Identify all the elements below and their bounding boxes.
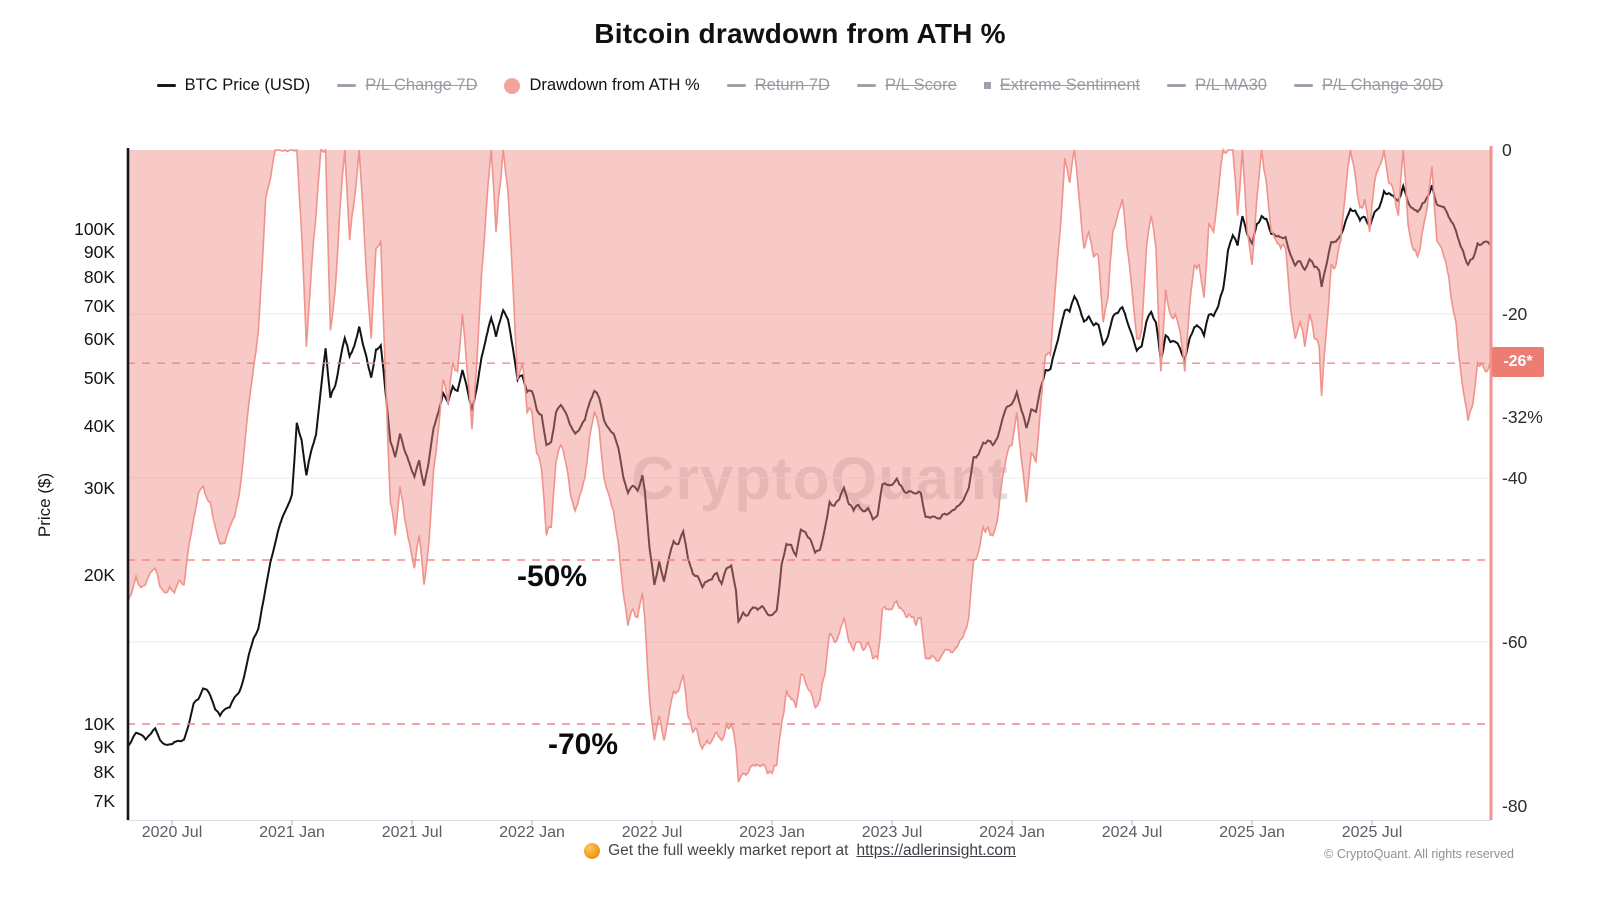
price-axis-tick: 90K [83, 241, 115, 262]
price-axis-tick: 40K [83, 415, 115, 436]
date-axis-tick: 2025 Jul [1341, 824, 1403, 841]
report-banner: Get the full weekly market report at htt… [0, 842, 1600, 860]
legend-label: P/L Change 7D [365, 76, 478, 94]
orange-circle-icon [584, 843, 601, 859]
price-axis-tick: 70K [83, 295, 115, 316]
legend-item-p-l-change-7d[interactable]: P/L Change 7D [337, 76, 477, 95]
line-marker-icon [856, 84, 876, 87]
drawdown-axis-tick: -32% [1502, 407, 1543, 428]
drawdown-axis-tick: -60 [1502, 632, 1528, 652]
legend-item-p-l-ma30[interactable]: P/L MA30 [1167, 76, 1267, 95]
drawdown-axis-tick: -40 [1502, 468, 1528, 488]
legend-label: BTC Price (USD) [184, 76, 311, 94]
legend-item-extreme-sentiment[interactable]: Extreme Sentiment [983, 76, 1141, 95]
drawdown-axis-tick: 0 [1502, 140, 1512, 160]
legend-label: Drawdown from ATH % [529, 76, 700, 94]
line-marker-icon [337, 84, 357, 87]
line-marker-icon [726, 84, 746, 87]
date-axis-tick: 2023 Jan [739, 824, 805, 841]
date-axis-tick: 2024 Jul [1101, 824, 1163, 841]
legend-label: P/L Change 30D [1321, 76, 1444, 94]
legend: BTC Price (USD) P/L Change 7D Drawdown fro… [0, 76, 1600, 95]
price-axis-tick: 9K [93, 736, 115, 757]
square-marker-icon [983, 82, 991, 89]
price-axis-title: Price ($) [35, 472, 54, 538]
price-axis-tick: 60K [83, 328, 115, 349]
chart-title: Bitcoin drawdown from ATH % [594, 18, 1006, 49]
price-axis-tick: 8K [93, 761, 115, 782]
line-marker-icon [156, 84, 176, 87]
price-axis-tick: 10K [83, 714, 115, 734]
legend-item-return-7d[interactable]: Return 7D [726, 76, 830, 95]
current-drawdown-badge: -26* [1492, 347, 1544, 377]
circle-marker-icon [504, 77, 521, 94]
price-axis-tick: 7K [93, 790, 115, 811]
report-text: Get the full weekly market report at [608, 842, 849, 859]
date-axis-tick: 2022 Jul [621, 824, 683, 841]
price-axis-tick: 80K [83, 266, 115, 287]
date-axis-tick: 2023 Jul [861, 824, 923, 841]
legend-item-btc-price-usd-[interactable]: BTC Price (USD) [156, 76, 311, 95]
legend-label: P/L Score [884, 76, 957, 94]
price-axis-tick: 30K [83, 477, 115, 498]
legend-label: P/L MA30 [1195, 76, 1267, 94]
line-marker-icon [1293, 84, 1313, 87]
annotation-minus-50: -50% [516, 560, 588, 593]
legend-label: Return 7D [754, 76, 830, 94]
date-axis-tick: 2025 Jan [1219, 824, 1285, 841]
price-axis-tick: 100K [74, 219, 115, 239]
legend-item-p-l-score[interactable]: P/L Score [856, 76, 957, 95]
copyright-notice: © CryptoQuant. All rights reserved [1324, 847, 1514, 861]
date-axis-tick: 2024 Jan [979, 824, 1045, 841]
annotation-minus-70: -70% [547, 728, 619, 761]
price-axis-tick: 20K [83, 564, 115, 585]
legend-label: Extreme Sentiment [999, 76, 1141, 94]
date-axis-tick: 2020 Jul [141, 824, 203, 841]
drawdown-axis-tick: -20 [1502, 304, 1528, 324]
legend-item-drawdown-from-ath-[interactable]: Drawdown from ATH % [504, 76, 700, 95]
line-marker-icon [1167, 84, 1187, 87]
drawdown-axis-tick: -80 [1502, 796, 1528, 816]
price-axis-tick: 50K [83, 368, 115, 388]
legend-item-p-l-change-30d[interactable]: P/L Change 30D [1293, 76, 1444, 95]
date-axis-tick: 2021 Jan [259, 824, 325, 841]
date-axis-tick: 2021 Jul [381, 824, 443, 841]
date-axis-tick: 2022 Jan [499, 824, 565, 841]
report-link[interactable]: https://adlerinsight.com [856, 842, 1016, 859]
